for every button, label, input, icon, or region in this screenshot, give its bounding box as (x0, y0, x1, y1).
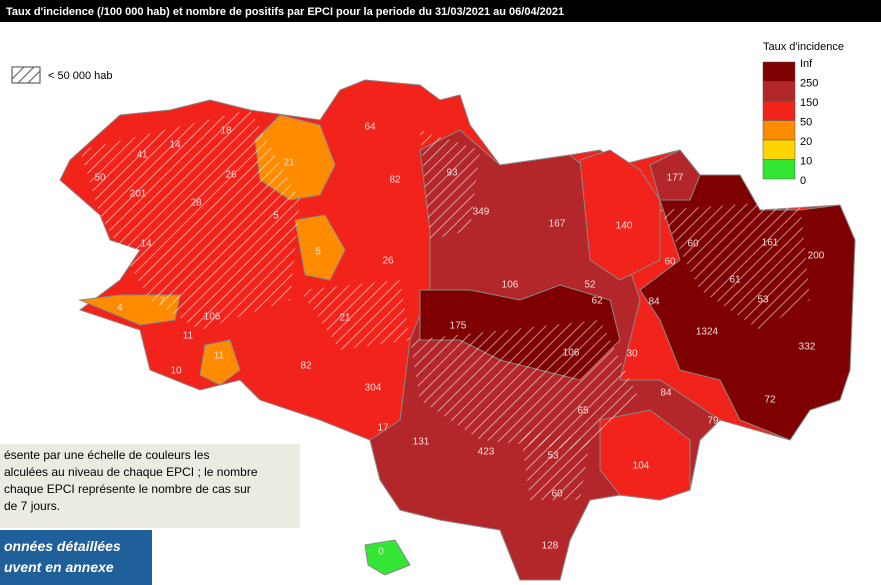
legend-label: Inf (800, 58, 813, 70)
hatch-swatch-border (11, 66, 41, 84)
legend-label: 50 (800, 117, 812, 129)
note-line: chaque EPCI représente le nombre de cas … (4, 482, 251, 496)
note-line: de 7 jours. (4, 499, 61, 513)
epci-label: 82 (389, 175, 401, 186)
epci-label: 21 (339, 313, 351, 324)
epci-label: 93 (446, 168, 458, 179)
epci-label: 10 (170, 366, 182, 377)
epci-label: 349 (473, 207, 490, 218)
annex-line: uvent en annexe (4, 559, 114, 575)
note-box: ésente par une échelle de couleurs les a… (0, 444, 300, 528)
epci-label: 332 (799, 342, 816, 353)
epci-label: 161 (762, 238, 779, 249)
epci-label: 11 (214, 351, 225, 362)
epci-label: 131 (413, 437, 430, 448)
epci-label: 61 (729, 275, 741, 286)
epci-label: 60 (687, 239, 699, 250)
epci-label: 14 (140, 239, 152, 250)
epci-label: 128 (542, 541, 559, 552)
legend-label: 10 (800, 156, 812, 168)
legend-label: 20 (800, 136, 812, 148)
title: Taux d'incidence (/100 000 hab) et nombr… (6, 6, 564, 18)
legend-label: 150 (800, 97, 818, 109)
epci-label: 0 (378, 547, 384, 558)
legend-swatch (762, 159, 796, 180)
legend-swatch (762, 139, 796, 160)
epci-label: 60 (551, 489, 563, 500)
legend: Inf 250 150 50 20 10 0 (762, 58, 818, 187)
epci-label: 53 (757, 295, 769, 306)
annex-line: onnées détaillées (4, 538, 121, 554)
epci-label: 65 (577, 406, 589, 417)
legend-swatch (762, 81, 796, 102)
epci-label: 5 (273, 211, 279, 222)
epci-label: 84 (648, 297, 660, 308)
epci-label: 62 (591, 296, 603, 307)
epci-label: 104 (633, 461, 650, 472)
epci-label: 200 (808, 251, 825, 262)
epci-label: 82 (300, 361, 312, 372)
epci-label: 28 (190, 198, 202, 209)
epci-label: 175 (450, 321, 467, 332)
note-line: alculées au niveau de chaque EPCI ; le n… (4, 465, 258, 479)
epci-label: 201 (130, 189, 147, 200)
map-regions (59, 79, 856, 581)
epci-label: 140 (616, 221, 633, 232)
epci-label: 5 (315, 247, 321, 258)
epci-label: 21 (283, 158, 295, 169)
epci-label: 64 (364, 122, 376, 133)
epci-label: 304 (365, 383, 382, 394)
epci-label: 423 (478, 447, 495, 458)
epci-label: 11 (183, 331, 194, 342)
epci-label: 72 (764, 395, 776, 406)
epci-label: 30 (626, 349, 638, 360)
epci-label: 106 (204, 312, 221, 323)
epci-label: 14 (169, 140, 181, 151)
epci-label: 106 (502, 280, 519, 291)
epci-label: 26 (225, 170, 237, 181)
epci-label: 52 (584, 280, 596, 291)
legend-swatch (762, 61, 796, 82)
epci-label: 4 (117, 303, 123, 314)
epci-label: 50 (94, 173, 106, 184)
note-line: ésente par une échelle de couleurs les (4, 448, 210, 462)
legend-title: Taux d'incidence (763, 41, 844, 53)
epci-label: 60 (664, 257, 676, 268)
legend-label: 0 (800, 175, 806, 187)
epci-label: 1324 (696, 327, 719, 338)
legend-label: 250 (800, 78, 818, 90)
epci-label: 84 (660, 388, 672, 399)
epci-label: 41 (136, 150, 148, 161)
epci-label: 167 (549, 219, 566, 230)
epci-label: 17 (377, 423, 389, 434)
epci-label: 177 (667, 173, 684, 184)
legend-swatch (762, 100, 796, 121)
epci-label: 106 (563, 348, 580, 359)
epci-label: 53 (547, 451, 559, 462)
annex-box[interactable]: onnées détaillées uvent en annexe (0, 530, 152, 585)
epci-label: 79 (707, 416, 719, 427)
hatch-label: < 50 000 hab (48, 70, 113, 82)
epci-label: 18 (220, 126, 232, 137)
epci-label: 7 (159, 297, 165, 308)
legend-swatch (762, 120, 796, 141)
title-bar (0, 0, 881, 22)
epci-label: 26 (382, 256, 394, 267)
